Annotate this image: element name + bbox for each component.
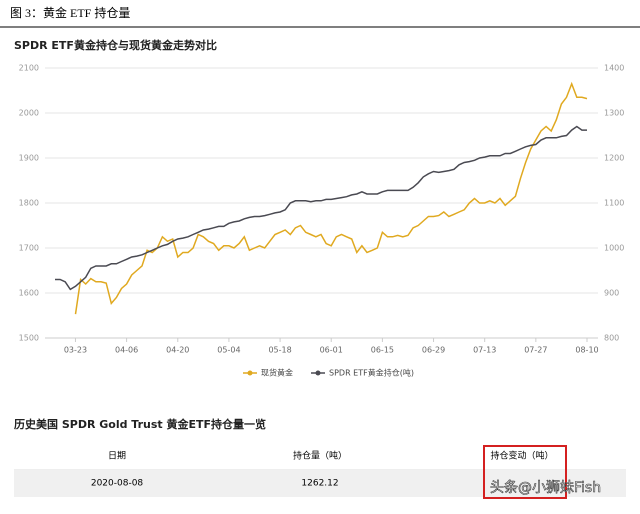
y-tick-label: 1500 xyxy=(19,334,39,343)
y2-tick-label: 1100 xyxy=(604,199,624,208)
x-tick-label: 05-18 xyxy=(268,346,291,355)
y2-tick-label: 800 xyxy=(604,334,619,343)
x-tick-label: 06-01 xyxy=(320,346,343,355)
line-series xyxy=(55,125,587,291)
table-title: 历史美国 SPDR Gold Trust 黄金ETF持仓量一览 xyxy=(14,417,266,431)
x-tick-label: 07-13 xyxy=(473,346,496,355)
x-tick-label: 05-04 xyxy=(217,346,240,355)
y-tick-label: 1600 xyxy=(19,289,39,298)
y2-tick-label: 1300 xyxy=(604,109,624,118)
watermark: 头条@小狮妹Fish xyxy=(490,479,601,496)
cell: 2020-08-08 xyxy=(91,479,144,489)
table-row xyxy=(14,470,626,497)
highlight-box xyxy=(483,445,567,499)
y2-tick-label: 900 xyxy=(604,289,619,298)
y2-tick-label: 1200 xyxy=(604,154,624,163)
x-tick-label: 03-23 xyxy=(64,346,87,355)
cell: 1262.12 xyxy=(301,479,338,489)
x-tick-label: 07-27 xyxy=(524,346,547,355)
y-tick-label: 1900 xyxy=(19,154,39,163)
x-tick-label: 04-20 xyxy=(166,346,189,355)
figure-title: 图 3：黄金 ETF 持仓量 xyxy=(10,5,130,20)
legend-swatch-dot xyxy=(315,370,321,376)
legend-swatch-dot xyxy=(247,370,253,376)
column-header: 持仓量（吨） xyxy=(293,450,347,462)
column-header: 持仓变动（吨） xyxy=(490,450,553,462)
column-header: 日期 xyxy=(108,451,126,462)
y-tick-label: 2100 xyxy=(19,64,39,73)
legend-label: SPDR ETF黄金持仓(吨) xyxy=(329,368,414,378)
y2-tick-label: 1400 xyxy=(604,64,624,73)
chart-title: SPDR ETF黄金持仓与现货黄金走势对比 xyxy=(14,38,217,52)
x-tick-label: 06-15 xyxy=(371,346,394,355)
line-series xyxy=(74,81,588,315)
y2-tick-label: 1000 xyxy=(604,244,624,253)
y-tick-label: 2000 xyxy=(19,109,39,118)
x-tick-label: 06-29 xyxy=(422,346,445,355)
y-tick-label: 1700 xyxy=(19,244,39,253)
x-tick-label: 08-10 xyxy=(575,346,598,355)
x-tick-label: 04-06 xyxy=(115,346,138,355)
y-tick-label: 1800 xyxy=(19,199,39,208)
legend-label: 现货黄金 xyxy=(261,368,293,378)
